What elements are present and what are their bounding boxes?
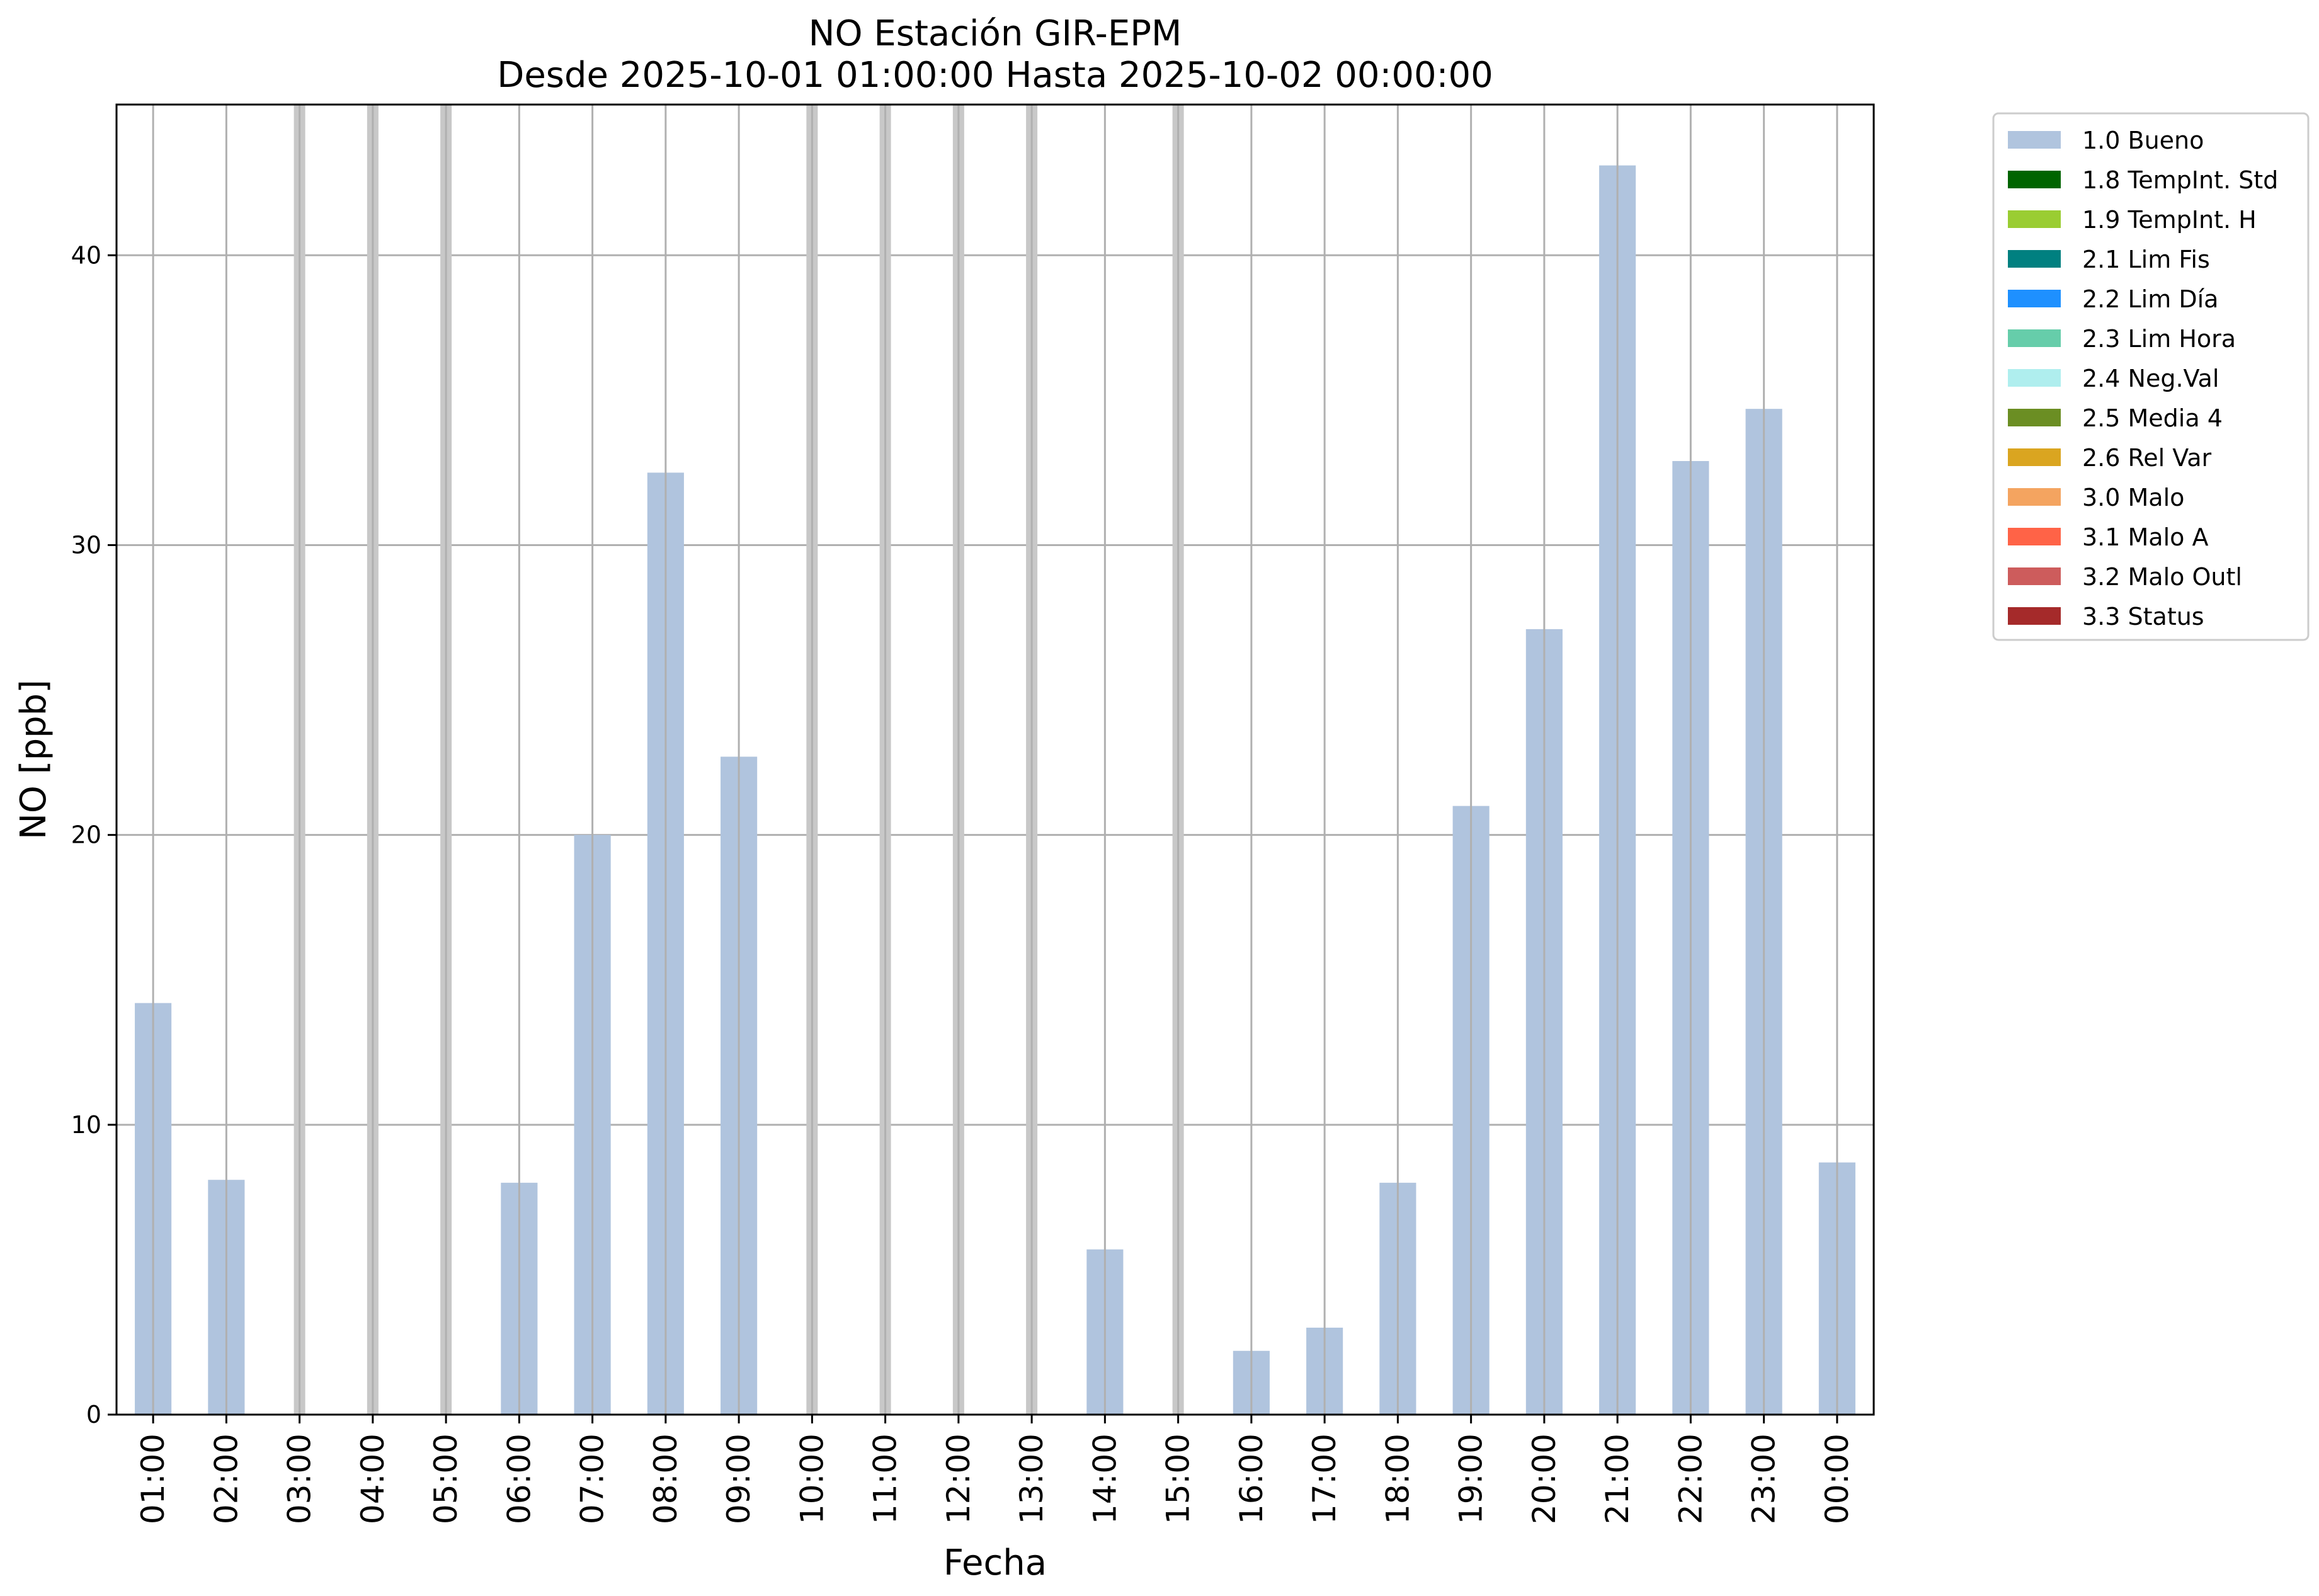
x-tick-label: 20:00 [1526,1434,1563,1524]
legend-label: 1.9 TempInt. H [2082,206,2257,234]
legend-label: 3.3 Status [2082,603,2204,630]
y-axis-label: NO [ppb] [13,680,54,840]
y-tick-label: 20 [71,821,101,849]
legend-swatch [2008,210,2061,228]
x-tick-label: 06:00 [501,1434,537,1524]
legend-label: 3.1 Malo A [2082,523,2208,551]
x-tick-label: 23:00 [1746,1434,1782,1524]
legend-label: 2.2 Lim Día [2082,285,2218,313]
x-axis-label: Fecha [943,1542,1047,1583]
legend-label: 3.2 Malo Outl [2082,563,2242,591]
x-tick-label: 10:00 [794,1434,830,1524]
legend-label: 2.5 Media 4 [2082,404,2223,432]
legend-label: 2.4 Neg.Val [2082,365,2219,392]
legend-swatch [2008,448,2061,466]
legend-label: 1.8 TempInt. Std [2082,166,2278,194]
x-tick-label: 11:00 [867,1434,904,1524]
legend: 1.0 Bueno 1.8 TempInt. Std 1.9 TempInt. H 2… [1992,112,2310,641]
y-tick-label: 0 [86,1401,101,1428]
plot-frame [115,103,1875,1416]
legend-swatch [2008,607,2061,625]
x-tick-label: 22:00 [1672,1434,1709,1524]
chart-subtitle: Desde 2025-10-01 01:00:00 Hasta 2025-10-… [497,55,1493,96]
x-tick-label: 16:00 [1233,1434,1270,1524]
x-tick-label: 01:00 [135,1434,171,1524]
x-tick-label: 05:00 [428,1434,464,1524]
x-tick-label: 12:00 [940,1434,977,1524]
legend-frame [1992,112,2310,641]
y-tick-label: 40 [71,241,101,269]
x-tick-label: 18:00 [1379,1434,1416,1524]
legend-swatch [2008,290,2061,307]
x-tick-label: 17:00 [1306,1434,1343,1524]
y-axis: 0 10 20 30 40 [71,241,117,1428]
legend-label: 2.6 Rel Var [2082,444,2212,472]
legend-swatch [2008,567,2061,585]
legend-label: 2.3 Lim Hora [2082,325,2236,353]
legend-label: 3.0 Malo [2082,484,2184,511]
legend-swatch [2008,171,2061,188]
x-tick-label: 02:00 [208,1434,244,1524]
vertical-grid [152,105,1838,1415]
x-tick-label: 14:00 [1086,1434,1123,1524]
y-tick-label: 10 [71,1111,101,1139]
legend-swatch [2008,409,2061,426]
x-tick-label: 04:00 [355,1434,391,1524]
legend-swatch [2008,250,2061,268]
x-tick-label: 21:00 [1599,1434,1636,1524]
x-tick-label: 13:00 [1013,1434,1050,1524]
legend-swatch [2008,369,2061,387]
x-tick-label: 19:00 [1453,1434,1490,1524]
y-tick-label: 30 [71,531,101,559]
bars [135,165,1855,1415]
legend-swatch [2008,528,2061,545]
x-tick-label: 00:00 [1819,1434,1855,1524]
x-tick-label: 08:00 [647,1434,684,1524]
x-tick-label: 15:00 [1160,1434,1197,1524]
x-tick-label: 07:00 [574,1434,611,1524]
x-axis: 01:00 02:00 03:00 04:00 05:00 06:00 07:00 08:00… [135,1415,1855,1524]
legend-label: 2.1 Lim Fis [2082,246,2210,273]
x-tick-label: 03:00 [282,1434,318,1524]
x-tick-label: 09:00 [721,1434,757,1524]
legend-label: 1.0 Bueno [2082,127,2204,154]
legend-swatch [2008,488,2061,506]
legend-swatch [2008,329,2061,347]
legend-swatch [2008,131,2061,149]
chart-title: NO Estación GIR-EPM [809,13,1182,54]
